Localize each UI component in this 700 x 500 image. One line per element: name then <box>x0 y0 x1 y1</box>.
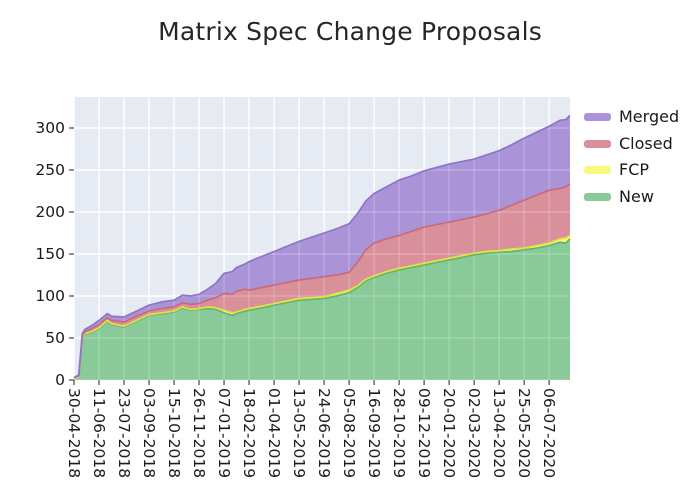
chart-title: Matrix Spec Change Proposals <box>158 17 542 46</box>
area-edge-merged <box>73 114 571 379</box>
x-tick-label: 28-10-2019 <box>390 388 408 478</box>
y-tick-label: 50 <box>45 329 65 347</box>
x-tick-label: 25-05-2020 <box>515 388 533 478</box>
x-tick-label: 16-09-2019 <box>365 388 383 478</box>
x-tick-label: 15-10-2018 <box>165 388 183 478</box>
x-tick-label: 09-12-2019 <box>415 388 433 478</box>
x-tick-label: 30-04-2018 <box>65 388 83 478</box>
y-tick-label: 200 <box>35 203 65 221</box>
y-tick-label: 150 <box>35 245 65 263</box>
legend-item-merged: Merged <box>584 104 679 131</box>
x-tick-label: 13-05-2019 <box>290 388 308 478</box>
legend: Merged Closed FCP New <box>584 104 679 210</box>
x-tick-label: 07-01-2019 <box>215 388 233 478</box>
legend-swatch-merged <box>584 113 611 122</box>
x-tick-label: 18-02-2019 <box>240 388 258 478</box>
x-tick-label: 23-07-2018 <box>115 388 133 478</box>
y-tick-label: 0 <box>55 371 65 389</box>
legend-swatch-new <box>584 192 611 201</box>
x-tick-label: 13-04-2020 <box>490 388 508 478</box>
legend-label-merged: Merged <box>619 107 680 127</box>
legend-swatch-closed <box>584 139 611 148</box>
x-tick-label: 26-11-2018 <box>190 388 208 478</box>
legend-label-closed: Closed <box>619 133 673 153</box>
x-tick-label: 06-07-2020 <box>540 388 558 478</box>
area-closed <box>74 184 570 379</box>
x-tick-label: 20-01-2020 <box>440 388 458 478</box>
legend-item-closed: Closed <box>584 131 679 158</box>
y-tick-label: 300 <box>35 119 65 137</box>
area-merged <box>74 115 570 378</box>
legend-label-fcp: FCP <box>619 160 650 180</box>
legend-item-fcp: FCP <box>584 157 679 184</box>
x-tick-label: 11-06-2018 <box>90 388 108 478</box>
legend-label-new: New <box>619 186 654 206</box>
y-tick-label: 250 <box>35 161 65 179</box>
x-tick-label: 03-09-2018 <box>140 388 158 478</box>
y-tick-label: 100 <box>35 287 65 305</box>
x-tick-label: 01-04-2019 <box>265 388 283 478</box>
area-new <box>74 238 570 380</box>
x-tick-label: 02-03-2020 <box>465 388 483 478</box>
legend-item-new: New <box>584 184 679 211</box>
area-edge-closed <box>73 183 571 379</box>
x-tick-label: 24-06-2019 <box>315 388 333 478</box>
legend-swatch-fcp <box>584 166 611 175</box>
area-edge-fcp <box>73 234 571 380</box>
x-tick-label: 05-08-2019 <box>340 388 358 478</box>
